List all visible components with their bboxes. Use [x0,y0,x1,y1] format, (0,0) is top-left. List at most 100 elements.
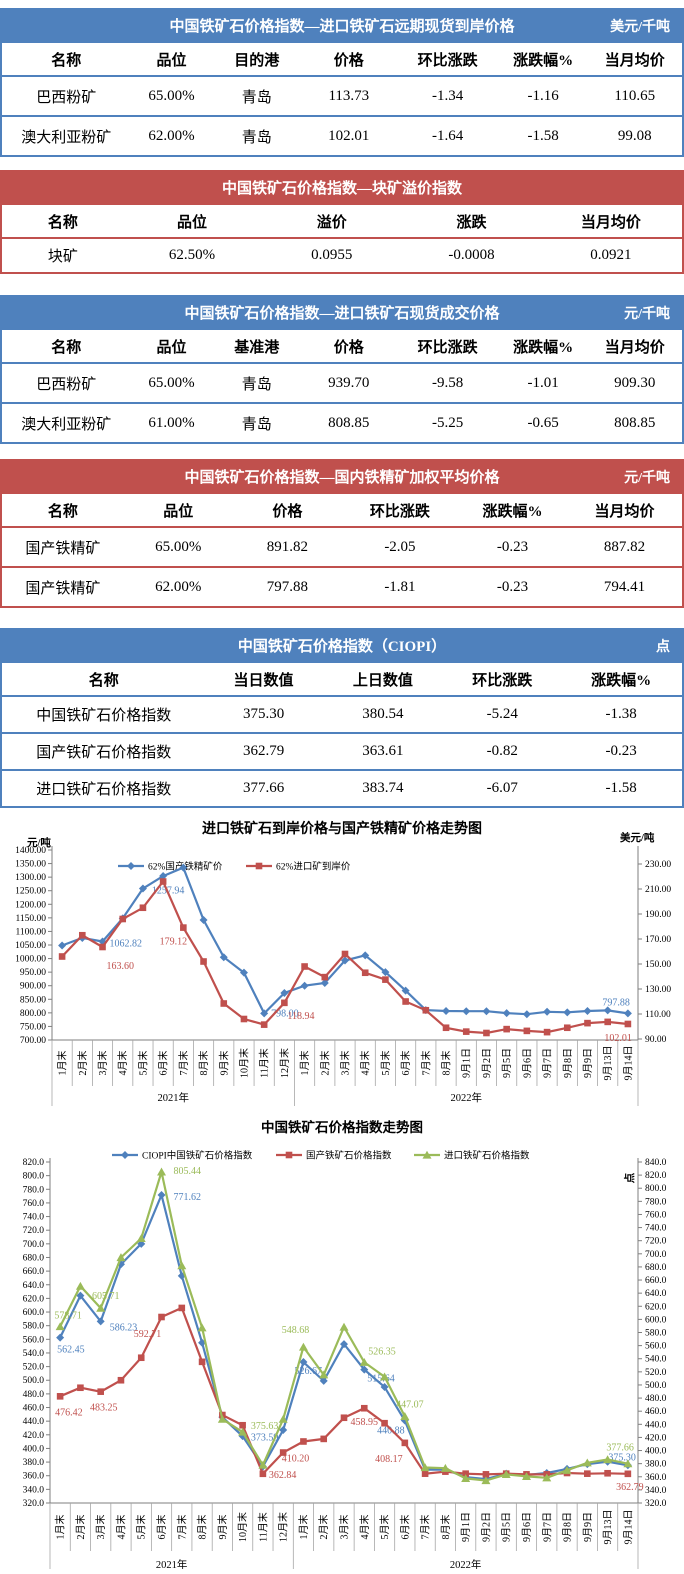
svg-text:9月9日: 9月9日 [582,1048,594,1078]
column-header: 涨跌幅% [482,503,543,520]
svg-text:360.0: 360.0 [23,1472,45,1482]
table-row: 国产铁矿石价格指数 362.79 363.61 -0.82 -0.23 [1,733,683,770]
table-cell: 青岛 [241,416,272,433]
table-row: 国产铁精矿 65.00% 891.82 -2.05 -0.23 887.82 [1,527,683,567]
table-cell: 99.08 [617,127,652,144]
column-header: 名称 [51,52,82,69]
svg-text:540.0: 540.0 [23,1349,45,1359]
svg-text:375.30: 375.30 [608,1452,636,1463]
legend-item: 国产铁矿石价格指数 [276,1150,392,1162]
svg-text:3月末: 3月末 [338,1515,351,1540]
svg-text:1200.00: 1200.00 [15,900,46,910]
svg-text:720.0: 720.0 [23,1226,45,1236]
column-header: 当月均价 [580,214,641,231]
svg-text:2022年: 2022年 [450,1558,482,1569]
svg-text:1150.00: 1150.00 [15,914,46,924]
svg-text:586.23: 586.23 [110,1322,138,1333]
table-row: 进口铁矿石价格指数 377.66 383.74 -6.07 -1.58 [1,770,683,807]
table-header-row: 名称 品位 溢价 涨跌 当月均价 [1,205,683,238]
table-cell: -0.0008 [448,247,495,263]
svg-text:320.0: 320.0 [645,1499,667,1509]
table-header-bar: 中国铁矿石价格指数—国内铁精矿加权平均价格 元/千吨 [0,459,684,494]
table-cell: 国产铁精矿 [25,580,101,597]
price-trend-chart: 进口铁矿石到岸价格与国产铁精矿价格走势图 1400.00 1350.00 1300.0… [15,820,671,1106]
x-axis: 1月末 2月末 3月末 4月末 5月末 6月末 7月末 8月末 9月末 10月末 11月末 12月末 1… [49,1502,639,1551]
table-title: 中国铁矿石价格指数—进口铁矿石远期现货到岸价格 [169,19,515,35]
svg-text:900.00: 900.00 [20,982,46,992]
table-cell: -0.23 [496,538,529,555]
series-进口铁矿石价格指数 [55,1167,633,1485]
svg-text:771.62: 771.62 [174,1192,202,1203]
table-domestic-concentrate: 中国铁矿石价格指数—国内铁精矿加权平均价格 元/千吨 名称 品位 价格 环比涨跌 涨跌幅… [0,459,684,608]
svg-text:800.0: 800.0 [23,1172,45,1182]
legend-item: 62%进口矿到岸价 [246,861,351,873]
data-table: 名称 品位 基准港 价格 环比涨跌 涨跌幅% 当月均价 巴西粉矿 65.00% 青岛 939.70 -… [0,330,684,444]
svg-text:1月末: 1月末 [56,1051,69,1076]
svg-text:480.0: 480.0 [645,1394,667,1404]
table-cell: 62.00% [155,578,202,595]
svg-text:5月末: 5月末 [135,1515,148,1540]
svg-text:520.0: 520.0 [23,1363,45,1373]
svg-text:2月末: 2月末 [317,1515,330,1540]
svg-text:520.0: 520.0 [645,1368,667,1378]
table-cell: 383.74 [362,780,404,796]
svg-text:560.0: 560.0 [23,1335,45,1345]
table-cell: 巴西粉矿 [36,376,97,393]
svg-text:360.0: 360.0 [645,1473,667,1483]
ciopi-trend-chart: 中国铁矿石价格指数走势图 820.0 800.0 780.0 760.0 740.0 720… [23,1119,667,1573]
svg-text:373.59: 373.59 [251,1432,279,1443]
table-cell: 794.41 [603,578,646,595]
svg-text:5月末: 5月末 [379,1051,392,1076]
svg-text:526.35: 526.35 [368,1346,396,1357]
table-lump-premium: 中国铁矿石价格指数—块矿溢价指数 名称 品位 溢价 涨跌 当月均价 块矿 62.50% 0.0… [0,170,684,274]
svg-text:179.12: 179.12 [160,937,188,948]
table-row: 澳大利亚粉矿 62.00% 青岛 102.01 -1.64 -1.58 99.08 [1,116,683,156]
svg-text:720.0: 720.0 [645,1237,667,1247]
table-cell: -5.25 [432,414,464,431]
svg-text:国产铁矿石价格指数: 国产铁矿石价格指数 [306,1150,392,1162]
table-cell: 808.85 [328,414,370,431]
svg-text:797.88: 797.88 [602,997,630,1008]
svg-text:9月8日: 9月8日 [562,1048,574,1078]
column-header: 环比涨跌 [472,672,533,689]
column-header: 名称 [47,503,78,520]
column-header: 环比涨跌 [417,339,478,356]
svg-text:380.0: 380.0 [645,1460,667,1470]
svg-text:12月末: 12月末 [277,1512,290,1542]
svg-text:3月末: 3月末 [96,1051,109,1076]
svg-text:700.0: 700.0 [645,1250,667,1260]
svg-text:10月末: 10月末 [237,1048,250,1078]
svg-text:230.00: 230.00 [645,860,671,870]
svg-text:740.0: 740.0 [645,1224,667,1234]
svg-text:580.0: 580.0 [645,1329,667,1339]
svg-text:4月末: 4月末 [359,1051,372,1076]
table-unit: 元/千吨 [624,470,670,486]
column-header: 涨跌幅% [513,52,574,69]
svg-text:130.00: 130.00 [645,985,671,995]
svg-text:460.0: 460.0 [645,1407,667,1417]
table-unit: 元/千吨 [624,306,670,322]
svg-text:9月7日: 9月7日 [541,1512,553,1542]
table-cell: 进口铁矿石价格指数 [36,782,172,798]
svg-text:560.0: 560.0 [645,1342,667,1352]
svg-text:9月5日: 9月5日 [501,1048,513,1078]
svg-text:460.0: 460.0 [23,1404,45,1414]
svg-text:102.01: 102.01 [604,1033,632,1044]
svg-text:9月13日: 9月13日 [602,1046,614,1081]
chart-title: 中国铁矿石价格指数走势图 [261,1119,423,1135]
table-cell: -9.58 [432,374,464,391]
table-cell: -1.38 [605,706,637,722]
svg-text:9月6日: 9月6日 [521,1048,533,1078]
svg-text:9月5日: 9月5日 [501,1512,513,1542]
data-table: 名称 当日数值 上日数值 环比涨跌 涨跌幅% 中国铁矿石价格指数 375.30 380.54 -… [0,663,684,808]
svg-text:420.0: 420.0 [645,1433,667,1443]
svg-text:元/吨: 元/吨 [27,836,51,849]
svg-text:2月末: 2月末 [76,1051,89,1076]
table-cell: 澳大利亚粉矿 [21,416,112,433]
svg-text:9月8日: 9月8日 [562,1512,574,1542]
svg-text:170.00: 170.00 [645,935,671,945]
svg-text:780.0: 780.0 [23,1185,45,1195]
svg-text:548.68: 548.68 [282,1325,310,1336]
column-header: 品位 [156,52,187,69]
